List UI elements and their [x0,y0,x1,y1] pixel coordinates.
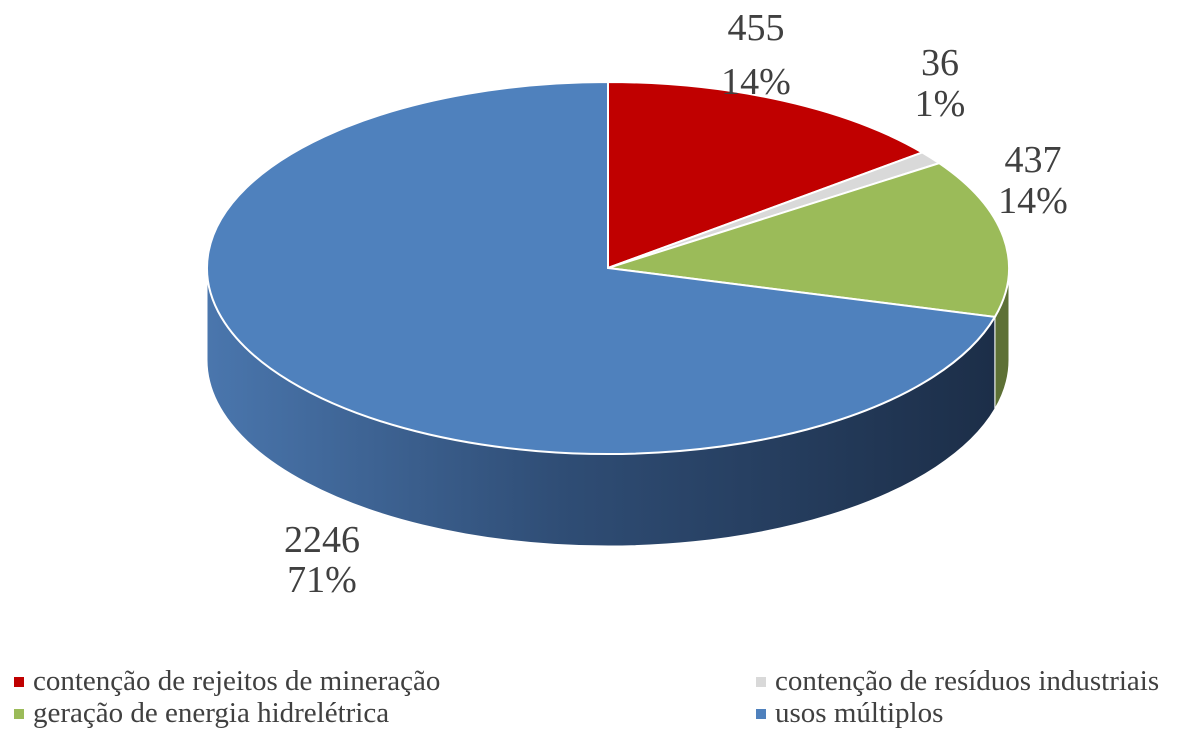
percent-label: 14% [998,180,1068,222]
slice [206,80,997,455]
legend-label: contenção de resíduos industriais [775,665,1159,697]
percent-label: 14% [721,61,791,103]
data-label: 36 [921,42,959,84]
data-label: 455 [728,7,785,49]
slice [607,80,925,270]
legend-swatch [756,677,766,687]
data-label: 2246 [284,519,360,561]
percent-label: 1% [915,83,966,125]
legend-label: contenção de rejeitos de mineração [33,665,440,697]
legend-label: usos múltiplos [775,697,943,729]
legend-swatch [756,709,766,719]
data-label: 437 [1005,139,1062,181]
percent-label: 71% [287,559,357,601]
legend-swatch [14,677,24,687]
legend-swatch [14,709,24,719]
slice [607,162,1010,319]
legend-label: geração de energia hidrelétrica [33,697,389,729]
